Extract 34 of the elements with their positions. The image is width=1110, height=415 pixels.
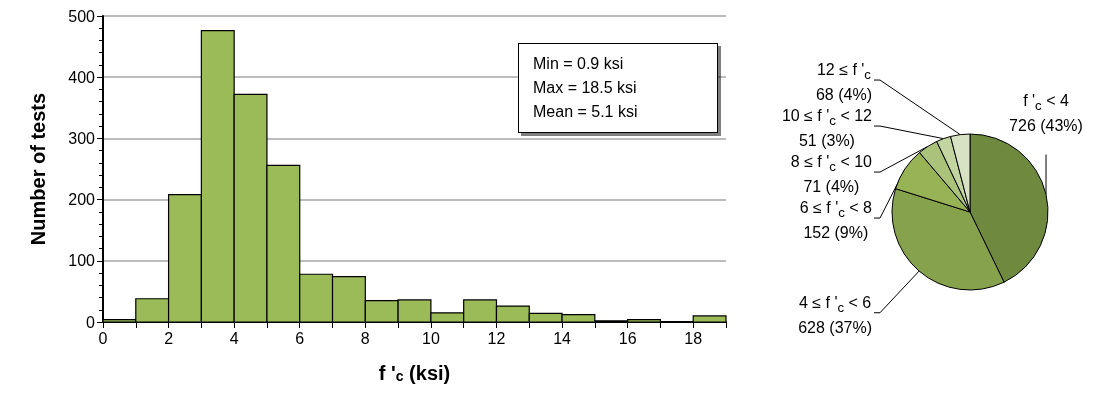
- x-tick-label: 2: [164, 329, 174, 347]
- x-tick-label: 14: [553, 329, 572, 347]
- x-tick-label: 8: [360, 329, 370, 347]
- data-label: 152 (9%): [802, 223, 870, 244]
- y-axis-title: Number of tests: [27, 92, 49, 246]
- slice-label: 8 ≤ f '$_{c}$ < 10: [790, 152, 872, 177]
- x-tick-label: 12: [487, 329, 506, 347]
- data-label: 68 (4%): [815, 85, 872, 106]
- y-tick-label: 0: [86, 313, 96, 331]
- x-tick-label: 0: [98, 329, 108, 347]
- x-tick-label: 16: [618, 329, 637, 347]
- x-tick-label: 10: [422, 329, 440, 347]
- data-label: 51 (3%): [797, 131, 856, 152]
- data-label: 726 (43%): [1009, 115, 1083, 136]
- annotation: Mean = 5.1 ksi: [533, 102, 639, 122]
- x-tick-label: 6: [295, 329, 305, 347]
- x-tick-label: 4: [229, 329, 239, 347]
- annotation: Max = 18.5 ksi: [533, 78, 638, 98]
- x-tick-label: 18: [684, 329, 703, 347]
- stats-box: Min = 0.9 ksi Max = 18.5 ksi Mean = 5.1 ksi: [518, 43, 718, 133]
- slice-label: 6 ≤ f '$_{c}$ < 8: [799, 198, 872, 223]
- y-tick-label: 400: [68, 68, 96, 86]
- annotation: Min = 0.9 ksi: [533, 54, 625, 74]
- y-tick-label: 500: [68, 7, 96, 25]
- slice-label: f '$_{c}$ < 4: [1022, 90, 1070, 115]
- y-tick-label: 100: [68, 252, 96, 270]
- x-axis-title: f 'c (ksi): [378, 361, 451, 384]
- data-label: 628 (37%): [798, 317, 872, 338]
- y-tick-label: 200: [68, 191, 96, 209]
- slice-label: 4 ≤ f '$_{c}$ < 6: [798, 292, 872, 317]
- data-label: 71 (4%): [802, 177, 861, 198]
- y-tick-label: 300: [68, 129, 96, 147]
- slice-label: 10 ≤ f '$_{c}$ < 12: [781, 106, 872, 131]
- slice-label: 12 ≤ f '$_{c}$: [815, 60, 872, 85]
